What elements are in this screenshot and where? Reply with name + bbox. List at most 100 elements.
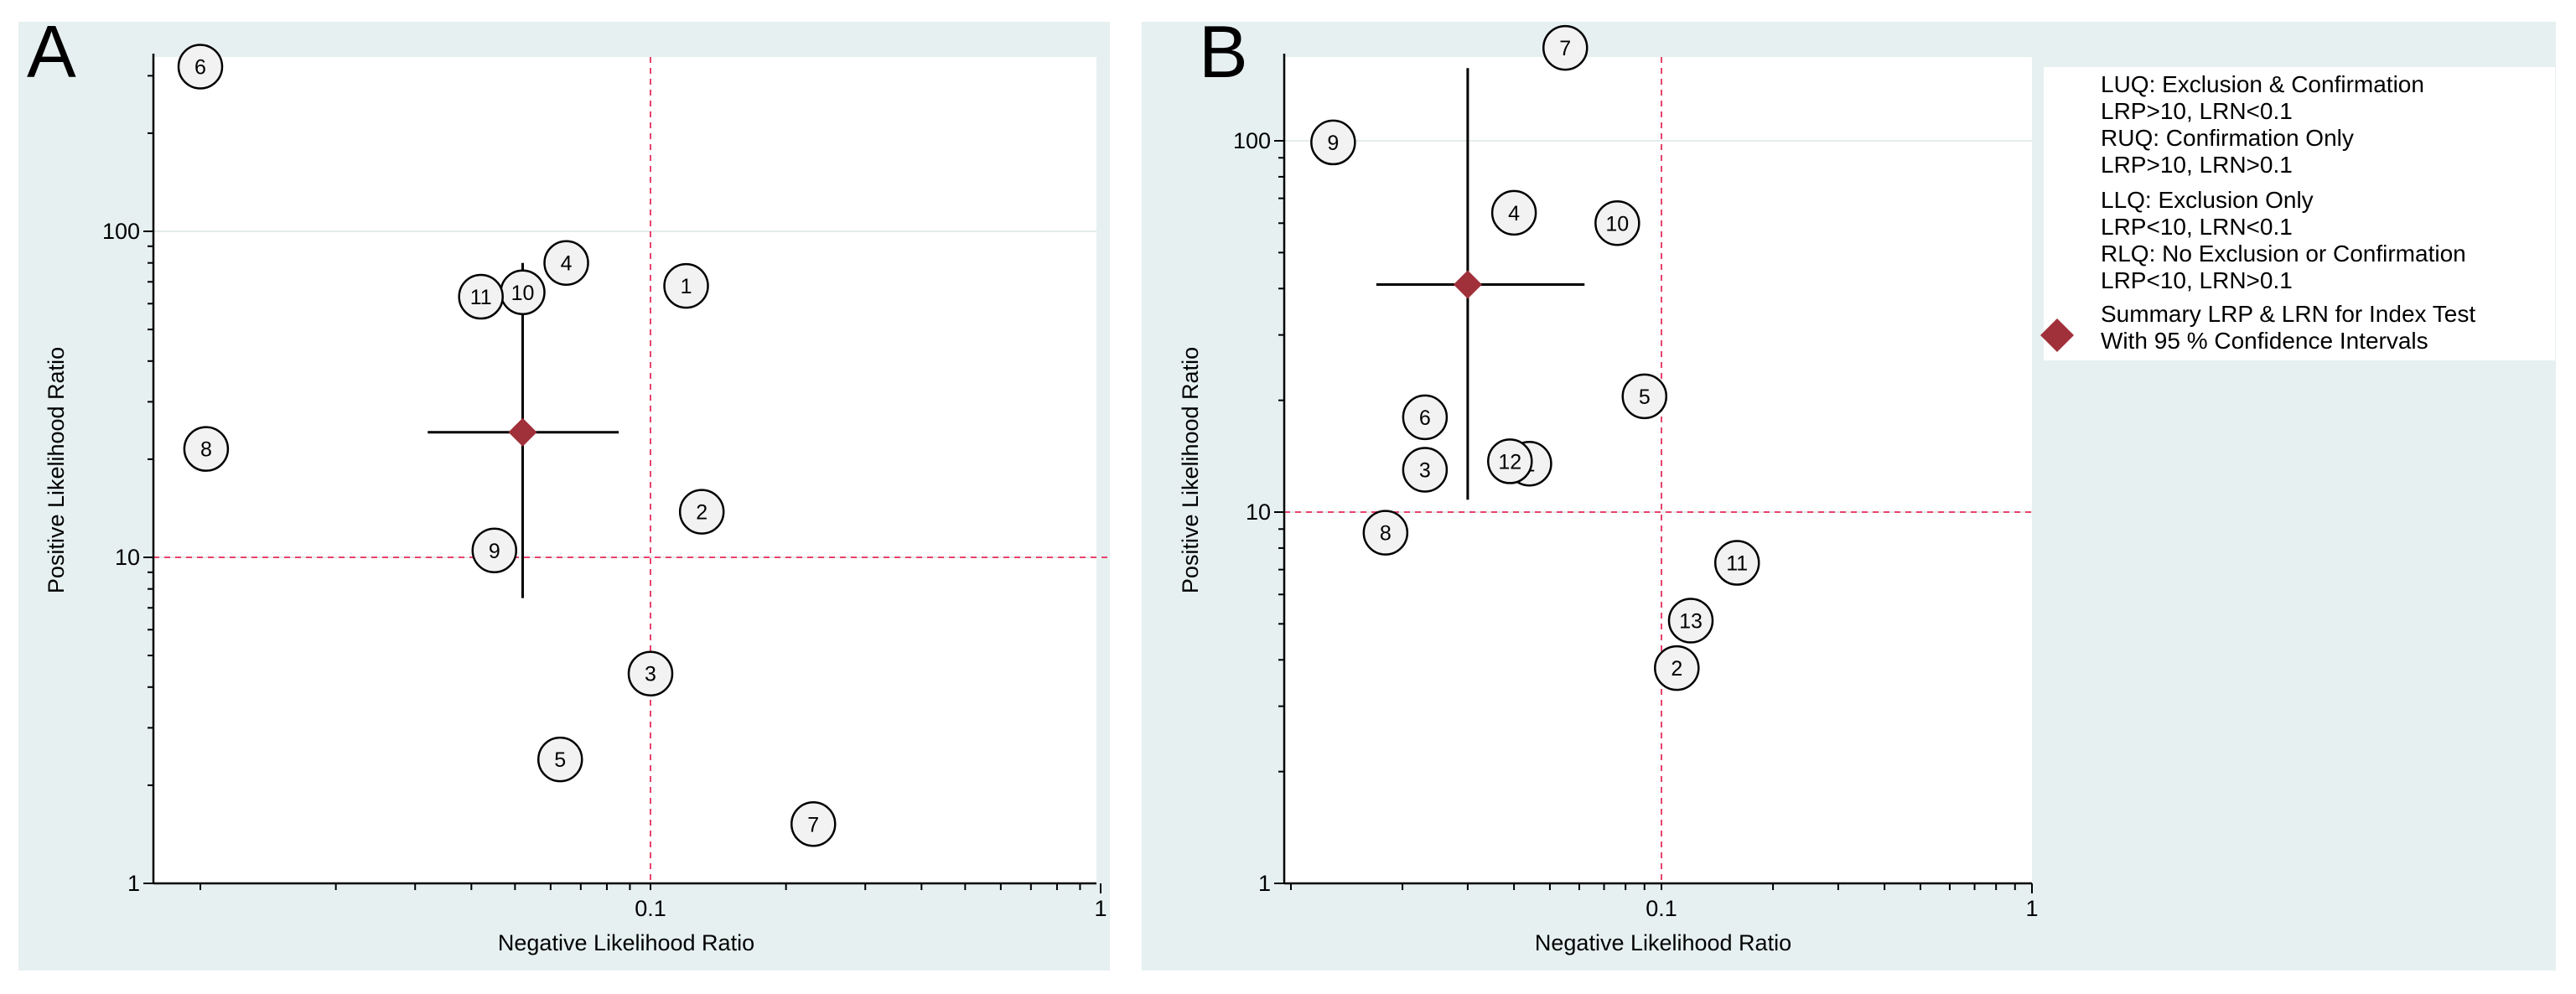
panel-b-study-marker — [1310, 119, 1356, 166]
panel-a-x-tick-label: 1 — [1094, 896, 1107, 921]
legend-entry-text: With 95 % Confidence Intervals — [2101, 328, 2428, 354]
panel-b-study-marker — [1542, 24, 1589, 71]
panel-a-study-marker — [543, 240, 589, 286]
panel-b-study-marker — [1621, 373, 1668, 420]
panel-a-study-label: 11 — [470, 286, 492, 309]
panel-b-study-label: 4 — [1508, 202, 1520, 225]
panel-b-study-label: 7 — [1559, 37, 1571, 60]
panel-a-study-marker — [790, 801, 837, 847]
panel-a-study-label: 1 — [681, 275, 692, 298]
legend-entry-text: LLQ: Exclusion Only — [2101, 187, 2314, 213]
legend-entry-text: LRP<10, LRN<0.1 — [2101, 214, 2293, 240]
panel-b-legend-box — [2044, 67, 2555, 360]
panel-a-study-point-7: 7 — [790, 801, 837, 847]
panel-b-study-label: 13 — [1679, 610, 1703, 634]
panel-b-study-point-11: 11 — [1713, 540, 1760, 586]
panel-b-study-point-10: 10 — [1594, 200, 1640, 246]
panel-b-letter: B — [1199, 10, 1248, 93]
panel-a-letter: A — [27, 10, 76, 93]
panel-a-study-label: 2 — [696, 501, 707, 525]
panel-b-y-tick-label: 100 — [1233, 128, 1271, 153]
panel-b-study-marker — [1487, 438, 1533, 484]
panel-a-x-axis-label: Negative Likelihood Ratio — [498, 930, 754, 955]
panel-a-y-axis-label: Positive Likelihood Ratio — [44, 347, 69, 593]
panel-a-plot-area — [153, 57, 1096, 883]
panel-a-study-label: 7 — [807, 813, 819, 836]
panel-b-study-label: 8 — [1380, 522, 1392, 546]
panel-b-study-marker — [1667, 598, 1714, 644]
panel-a-study-point-8: 8 — [183, 426, 230, 472]
panel-a-study-point-9: 9 — [471, 527, 518, 574]
panel-b-study-point-8: 8 — [1362, 510, 1409, 556]
panel-a-study-marker — [536, 736, 583, 783]
panel-a-summary-diamond — [508, 417, 537, 447]
panel-b-study-point-3: 3 — [1402, 447, 1449, 493]
panel-a-study-label: 4 — [561, 252, 573, 276]
panel-b-y-tick-label: 1 — [1258, 871, 1271, 896]
legend-entry-text: LRP>10, LRN>0.1 — [2101, 152, 2293, 178]
panel-b-study-point-4: 4 — [1490, 189, 1537, 236]
panel-a-study-label: 9 — [489, 540, 500, 563]
panel-b-study-marker — [1713, 540, 1760, 586]
panel-b-study-point-13: 13 — [1667, 598, 1714, 644]
legend-entry-text: LRP<10, LRN>0.1 — [2101, 267, 2293, 293]
panel-b-x-axis-label: Negative Likelihood Ratio — [1535, 930, 1791, 955]
panel-b-study-label: 2 — [1671, 657, 1682, 681]
panel-b-study-point-7: 7 — [1542, 24, 1589, 71]
panel-a-study-marker — [627, 650, 674, 696]
panel-a-study-marker — [177, 44, 224, 90]
panel-b-study-marker — [1490, 189, 1537, 236]
panel-a-study-marker — [458, 273, 504, 320]
legend-entry-text: RLQ: No Exclusion or Confirmation — [2101, 241, 2466, 267]
panel-a-study-label: 3 — [645, 663, 656, 686]
panel-b-y-tick-label: 10 — [1246, 500, 1271, 525]
panel-b-study-marker — [1654, 645, 1700, 691]
panel-a-study-point-1: 1 — [663, 262, 709, 309]
panel-a-study-label: 8 — [200, 438, 212, 462]
panel-b-study-label: 3 — [1419, 459, 1431, 483]
panel-a-study-marker — [678, 489, 725, 535]
panel-b-summary-diamond — [1453, 270, 1482, 299]
panel-b-study-point-5: 5 — [1621, 373, 1668, 420]
panel-a-study-point-4: 4 — [543, 240, 589, 286]
panel-a-study-point-5: 5 — [536, 736, 583, 783]
legend-entry-text: RUQ: Confirmation Only — [2101, 125, 2354, 151]
panel-b-study-point-12: 12 — [1487, 438, 1533, 484]
panel-a-study-point-3: 3 — [627, 650, 674, 696]
panel-b-study-point-9: 9 — [1310, 119, 1356, 166]
panel-a-y-tick-label: 1 — [127, 871, 140, 896]
panel-a-study-marker — [183, 426, 230, 472]
panel-b-study-label: 9 — [1327, 132, 1339, 155]
panel-a-study-label: 10 — [511, 282, 535, 305]
legend-entry-text: Summary LRP & LRN for Index Test — [2101, 301, 2475, 327]
panel-b-study-label: 6 — [1419, 406, 1431, 430]
panel-a: A Negative Likelihood Ratio Positive Lik… — [18, 10, 1110, 971]
panel-b-study-label: 5 — [1639, 386, 1651, 409]
panel-b-study-point-6: 6 — [1402, 394, 1449, 441]
panel-a-study-label: 5 — [554, 748, 566, 772]
panel-b-study-marker — [1402, 394, 1449, 441]
panel-a-y-tick-label: 10 — [115, 545, 140, 570]
panel-a-study-label: 6 — [194, 55, 206, 79]
panel-b-study-point-2: 2 — [1654, 645, 1700, 691]
panel-a-study-point-10: 10 — [500, 269, 546, 316]
panel-a-study-marker — [663, 262, 709, 309]
legend-summary-diamond — [2040, 318, 2074, 352]
panel-b-study-marker — [1362, 510, 1409, 556]
panel-b-study-label: 11 — [1726, 552, 1748, 576]
panel-a-study-point-6: 6 — [177, 44, 224, 90]
panel-b-study-marker — [1402, 447, 1449, 493]
panel-b-x-tick-label: 0.1 — [1646, 896, 1677, 921]
panel-a-study-point-2: 2 — [678, 489, 725, 535]
panel-b-study-label: 10 — [1605, 212, 1629, 236]
panel-a-y-tick-label: 100 — [102, 219, 140, 244]
legend-entry-text: LRP>10, LRN<0.1 — [2101, 98, 2293, 124]
panel-b-plot-area — [1284, 57, 2032, 883]
panel-b-y-axis-label: Positive Likelihood Ratio — [1178, 347, 1203, 593]
legend-entry-text: LUQ: Exclusion & Confirmation — [2101, 71, 2424, 97]
panel-a-study-marker — [471, 527, 518, 574]
panel-a-study-point-11: 11 — [458, 273, 504, 320]
panel-b-study-label: 12 — [1498, 450, 1521, 474]
